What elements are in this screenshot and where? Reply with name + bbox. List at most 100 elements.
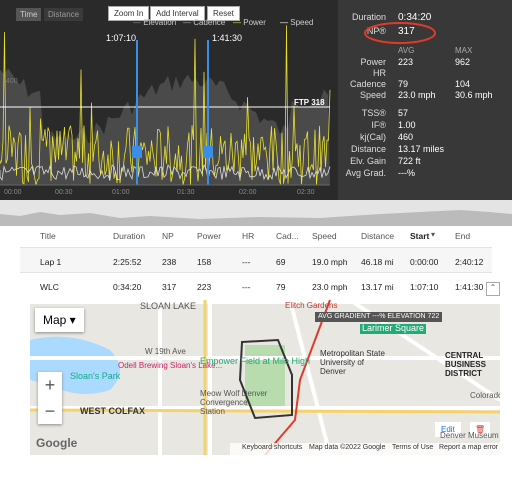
- x-label: 01:30: [177, 189, 195, 196]
- map-label: Meow Wolf Denver Convergence Station: [200, 389, 268, 416]
- stat-label: kj(Cal): [360, 132, 386, 142]
- legend-item: — Cadence: [183, 18, 226, 27]
- button[interactable]: Zoom In: [108, 6, 150, 21]
- map-label: Denver Museum: [440, 431, 499, 440]
- interval-handle: [203, 146, 213, 158]
- stat-max: 104: [455, 79, 471, 89]
- column-header: Cad...: [276, 231, 299, 241]
- power-trace: [0, 25, 331, 186]
- x-label: 02:30: [297, 189, 315, 196]
- table-cell: ---: [242, 257, 251, 267]
- column-header: Title: [40, 231, 56, 241]
- speed-trace: [0, 163, 331, 182]
- column-header: Distance: [361, 231, 395, 241]
- table-cell: 23.0 mph: [312, 282, 348, 292]
- legend-item: — Elevation: [133, 18, 177, 27]
- map-type: Map: [43, 313, 67, 327]
- stats-panel: Duration 0:34:20 NP® 317 AVG MAX Power 223 962 HR…: [338, 0, 512, 200]
- button[interactable]: Reset: [207, 6, 240, 21]
- red-circle: [364, 22, 436, 44]
- row-separator: [20, 272, 492, 273]
- lap-route: [238, 338, 293, 420]
- x-label: 00:00: [4, 189, 22, 196]
- map-footer-link[interactable]: Keyboard shortcuts: [242, 444, 303, 451]
- map: Map ▾ + − Google Edit 🗑 SLOAN LAKE Elitch …: [30, 300, 500, 455]
- stat-value: 317: [398, 26, 415, 37]
- stat-value: 0:34:20: [398, 12, 432, 23]
- map-label: Larimer Square: [360, 323, 427, 334]
- stat-avg: 223: [398, 57, 414, 67]
- highlight: [364, 22, 436, 44]
- map-label: AVG GRADIENT ---% ELEVATION 722: [315, 312, 443, 322]
- map-label: Elitch Gardens: [285, 301, 338, 310]
- table-cell: 13.17 mi: [361, 282, 394, 292]
- map-label: Sloan's Park: [70, 371, 121, 381]
- activity-chart: [0, 25, 331, 186]
- column-header: Duration: [113, 231, 146, 241]
- stat-value: ---%: [398, 168, 415, 178]
- table-cell: 1:07:10: [410, 282, 439, 292]
- map-label: W 19th Ave: [145, 347, 186, 356]
- elevation-shape: [0, 210, 512, 226]
- map-label: Empower Field at Mile High: [200, 356, 311, 366]
- table-cell: 158: [197, 257, 212, 267]
- sort-icon: ▾: [431, 230, 436, 239]
- map-footer-text: Map data ©2022 Google: [309, 444, 386, 451]
- map-graphics: [30, 300, 500, 455]
- map-type-button[interactable]: Map ▾: [35, 308, 84, 332]
- column-header: HR: [242, 231, 255, 241]
- roads: [30, 300, 500, 455]
- legend-label: Power: [243, 18, 266, 27]
- toggle[interactable]: Distance: [44, 8, 84, 21]
- row-separator: [20, 247, 492, 248]
- table-cell: 317: [162, 282, 177, 292]
- map-label: Colorado: [470, 391, 500, 400]
- map-footer: [230, 443, 500, 455]
- route-line: [264, 300, 331, 455]
- table-cell: 0:34:20: [113, 282, 142, 292]
- chart-panel: Time Distance Zoom In Add Interval Reset…: [0, 0, 338, 200]
- table-cell: 2:25:52: [113, 257, 142, 267]
- stat-value: 1.00: [398, 120, 416, 130]
- stat-label: Distance: [350, 144, 386, 154]
- zoom-controls[interactable]: + −: [38, 372, 62, 424]
- y-label: 400: [6, 78, 18, 85]
- interval-label: 1:07:10: [106, 33, 137, 43]
- interval-label: 1:41:30: [212, 33, 243, 43]
- stat-value: 460: [398, 132, 414, 142]
- toggle[interactable]: Time: [16, 8, 42, 21]
- table-cell: 79: [276, 282, 286, 292]
- stat-label: Power: [360, 57, 386, 67]
- collapse-button[interactable]: ⌃: [486, 282, 500, 296]
- table-cell: 238: [162, 257, 177, 267]
- stat-label: Duration: [351, 12, 386, 22]
- legend-label: Cadence: [193, 18, 226, 27]
- column-header: End: [455, 231, 471, 241]
- elevation-overview: [0, 200, 512, 226]
- x-label: 02:00: [239, 189, 257, 196]
- stat-label: NP®: [366, 26, 386, 36]
- stat-label: Cadence: [349, 79, 386, 89]
- edit-button[interactable]: Edit: [435, 422, 461, 437]
- legend-item: — Speed: [280, 18, 314, 27]
- stat-label: Avg Grad.: [345, 168, 386, 178]
- x-label: 00:30: [55, 189, 73, 196]
- table-cell: WLC: [40, 282, 59, 292]
- table-cell: 19.0 mph: [312, 257, 348, 267]
- column-header: Start: [410, 231, 430, 241]
- map-footer-link[interactable]: Report a map error: [439, 444, 499, 451]
- table-cell: 46.18 mi: [361, 257, 394, 267]
- map-label: Odell Brewing Sloan's Lake...: [118, 361, 223, 370]
- column-header: Power: [197, 231, 222, 241]
- map-label: Metropolitan State University of Denver: [320, 349, 385, 376]
- x-label: 01:00: [112, 189, 130, 196]
- interval-handle: [132, 146, 142, 158]
- delete-button[interactable]: 🗑: [470, 422, 491, 437]
- legend-label: Speed: [290, 18, 314, 27]
- button[interactable]: Add Interval: [150, 6, 205, 21]
- stat-max: 962: [455, 57, 471, 67]
- map-footer-link[interactable]: Terms of Use: [392, 444, 434, 451]
- row-bg: [20, 248, 492, 272]
- stat-max: 30.6 mph: [455, 90, 493, 100]
